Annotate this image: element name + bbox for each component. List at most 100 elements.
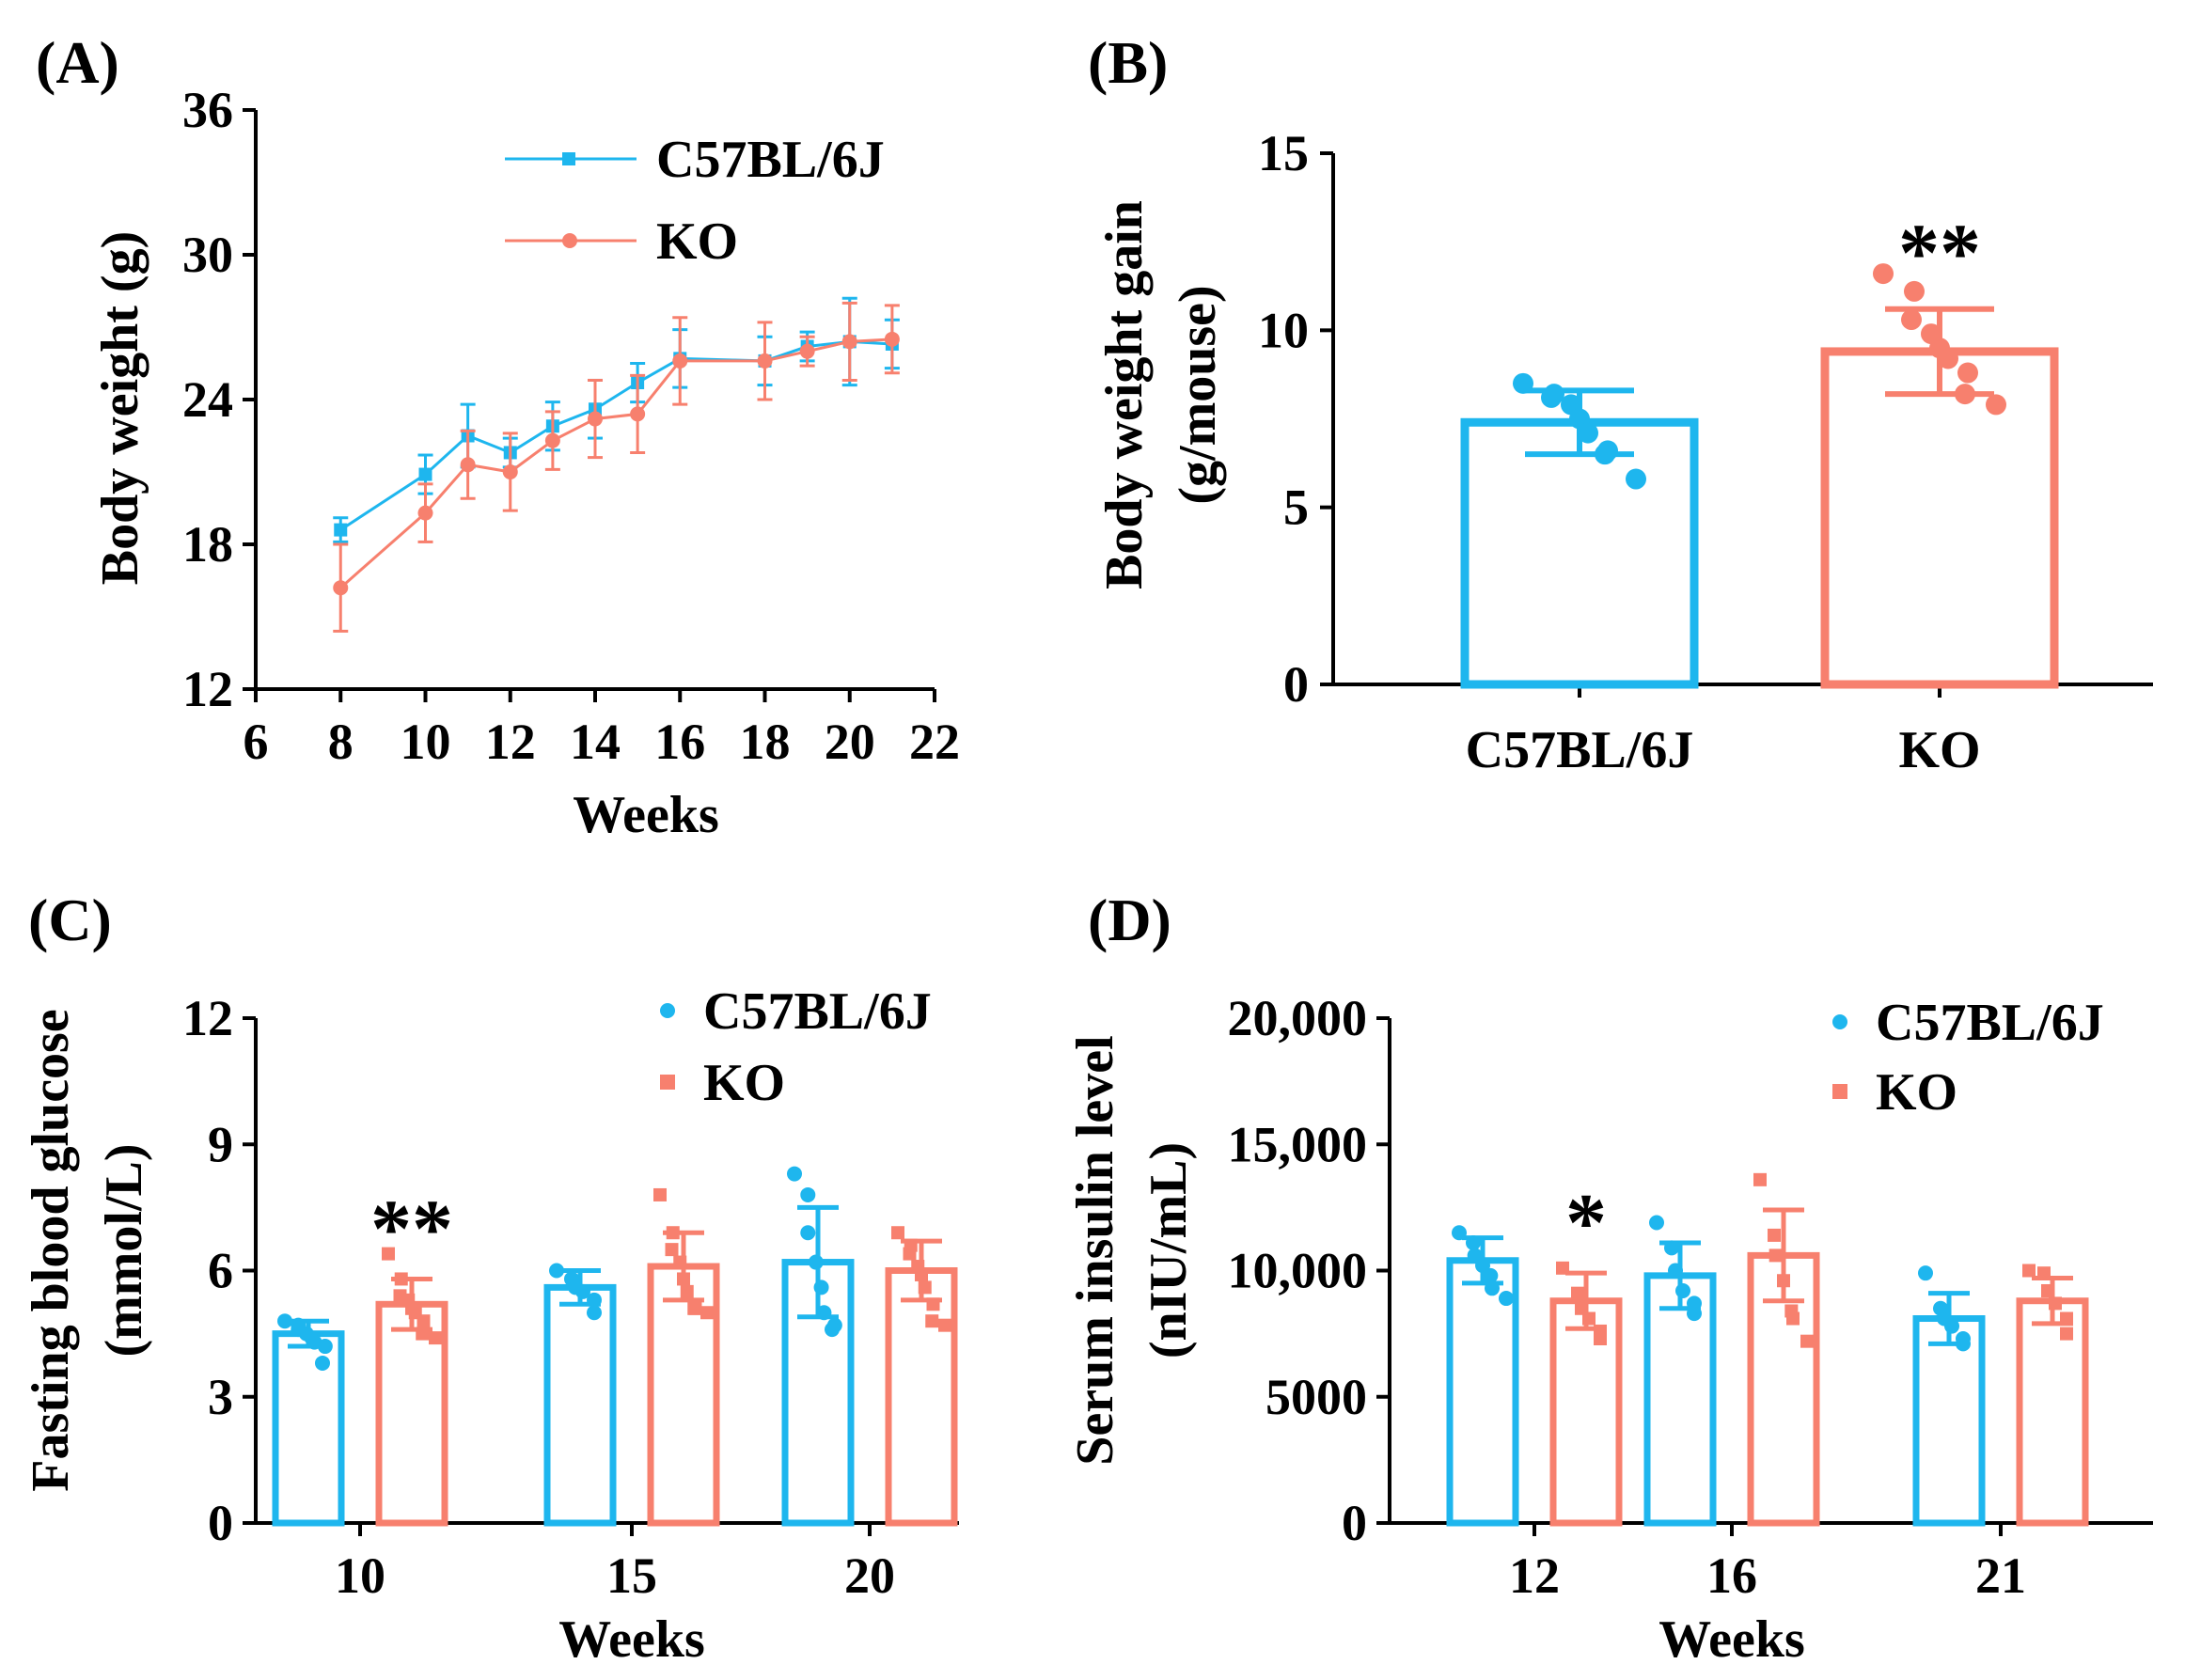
panel-c-dot-c57: [825, 1322, 840, 1338]
panel-b-y-tick-label: 15: [1258, 125, 1309, 181]
panel-a-x-tick-label: 22: [909, 714, 960, 770]
panel-c-legend: C57BL/6J KO: [660, 982, 932, 1112]
panel-d-dot-ko: [1800, 1334, 1814, 1348]
panel-a-x-axis-title: Weeks: [573, 786, 719, 844]
panel-a-y-tick-label: 18: [182, 516, 233, 573]
panel-d-dot-c57: [1649, 1215, 1664, 1231]
panel-b-y-axis-title-line-2: (g/mouse): [1169, 285, 1227, 504]
panel-d-dot-c57: [1467, 1248, 1483, 1264]
panel-a-point-ko: [672, 353, 688, 369]
panel-c-dot-c57: [787, 1166, 802, 1182]
panel-a-y-tick-label: 24: [182, 371, 233, 428]
panel-letter-c: (C): [28, 887, 112, 953]
panel-a-x-tick-label: 8: [328, 714, 354, 770]
panel-c-y-axis-title-line-2: (mmol/L): [95, 1143, 153, 1357]
panel-c-dot-c57: [800, 1186, 816, 1202]
panel-b-dot-ko: [1873, 263, 1894, 285]
panel-c-bar-c57: [543, 1283, 617, 1527]
panel-b-dot-ko: [1901, 309, 1922, 331]
legend-c-c57-label: C57BL/6J: [703, 982, 932, 1041]
panel-c-y-tick-label: 0: [208, 1495, 233, 1551]
panel-letter-a: (A): [36, 29, 119, 96]
panel-letter-d: (D): [1088, 887, 1171, 953]
panel-b-dot-ko: [1904, 280, 1925, 302]
panel-d-error-bar-c57: [1928, 1291, 1970, 1346]
panel-d-bar-ko: [2016, 1297, 2089, 1527]
panel-b-bar-chart: Body weight gain (g/mouse) 0 5 10 15 C57BL/6…: [1095, 125, 2153, 779]
panel-d-bar-c57: [1912, 1315, 1986, 1527]
panel-c-y-tick-label: 9: [208, 1116, 233, 1172]
panel-c-y-tick-label: 12: [182, 990, 233, 1046]
panel-c-error-bar-ko: [391, 1276, 432, 1332]
panel-c-dot-ko: [417, 1314, 431, 1328]
panel-b-y-tick-label: 5: [1283, 479, 1309, 536]
panel-b-dot-ko: [1938, 348, 1958, 369]
panel-c-y-axis-title-line-1: Fasting blood glucose: [22, 1009, 80, 1491]
legend-c-ko-marker: [660, 1075, 675, 1090]
panel-d-dot-c57: [1675, 1282, 1690, 1298]
panel-d-dot-c57: [1483, 1267, 1499, 1283]
panel-d-x-tick-label: 21: [1975, 1547, 2026, 1604]
panel-b-y-tick-label: 10: [1258, 302, 1309, 358]
panel-d-x-tick-label: 16: [1706, 1547, 1757, 1604]
panel-a-x-tick-label: 18: [740, 714, 791, 770]
panel-a-legend: C57BL/6J KO: [505, 131, 885, 271]
panel-d-y-axis-title-line-1: Serum insulin level: [1066, 1035, 1124, 1465]
legend-c-ko-label: KO: [703, 1054, 785, 1112]
panel-a-line-ko: [339, 338, 892, 589]
panel-c-y-tick-label: 3: [208, 1369, 233, 1425]
panel-a-x-tick-label: 12: [485, 714, 536, 770]
panel-d-y-tick-label: 10,000: [1228, 1243, 1368, 1299]
panel-d-dot-ko: [2060, 1327, 2073, 1341]
panel-a-series-ko: [333, 301, 900, 633]
panel-a-y-tick-label: 30: [182, 227, 233, 283]
panel-a-line-c57: [339, 339, 892, 531]
panel-a-point-ko: [460, 457, 476, 473]
panel-d-y-tick-label: 0: [1342, 1495, 1367, 1551]
panel-c-dot-ko: [903, 1247, 917, 1261]
panel-c-x-tick-label: 15: [606, 1547, 657, 1604]
panel-d-error-bar-ko: [1763, 1207, 1804, 1304]
panel-c-dot-c57: [587, 1305, 602, 1321]
panel-b-y-axis-title-line-1: Body weight gain: [1095, 200, 1154, 589]
panel-d-dot-ko: [1571, 1286, 1584, 1300]
panel-a-x-tick-label: 14: [570, 714, 621, 770]
panel-d-y-axis-title-line-2: (nIU/mL): [1140, 1142, 1198, 1358]
panel-d-legend: C57BL/6J KO: [1832, 994, 2104, 1122]
panel-b-error-bar-ko: [1885, 306, 1994, 398]
panel-c-dot-ko: [925, 1314, 939, 1328]
panel-c-x-axis-title: Weeks: [558, 1610, 705, 1669]
panel-a-point-ko: [417, 505, 433, 521]
legend-d-ko-label: KO: [1876, 1063, 1957, 1122]
panel-d-y-tick-label: 5000: [1265, 1369, 1367, 1425]
panel-c-dot-ko: [665, 1243, 679, 1257]
panel-c-dot-c57: [800, 1225, 816, 1241]
panel-c-dot-ko: [653, 1187, 667, 1201]
panel-b-x-category-label: C57BL/6J: [1466, 721, 1694, 779]
panel-c-dot-ko: [382, 1247, 395, 1261]
panel-c-dot-ko: [429, 1331, 442, 1345]
panel-b-dot-ko: [1957, 362, 1978, 384]
panel-a-y-tick-label: 36: [182, 82, 233, 138]
panel-a-point-c57: [334, 523, 348, 537]
panel-d-dot-ko: [1786, 1311, 1800, 1326]
panel-c-error-bar-c57: [797, 1204, 839, 1320]
panel-d-y-tick-label: 15,000: [1228, 1116, 1368, 1172]
panel-d-dot-ko: [1594, 1331, 1607, 1345]
panel-d-error-bar-ko: [1565, 1270, 1607, 1331]
legend-a-ko-marker: [562, 233, 577, 248]
panel-c-dot-ko: [687, 1301, 701, 1315]
panel-a-point-ko: [757, 353, 773, 369]
legend-a-ko-label: KO: [656, 212, 738, 271]
panel-d-bar-chart: Serum insulin level (nIU/mL) Weeks C57BL…: [1066, 990, 2153, 1669]
panel-a-point-ko: [588, 411, 603, 427]
legend-d-ko-marker: [1832, 1084, 1847, 1099]
panel-c-error-bar-c57: [559, 1268, 601, 1307]
panel-a-point-ko: [799, 343, 815, 359]
panel-b-significance-marker: **: [1898, 209, 1981, 300]
panel-a-point-ko: [544, 432, 560, 448]
legend-a-c57-label: C57BL/6J: [656, 131, 885, 189]
panel-a-point-ko: [502, 464, 518, 479]
